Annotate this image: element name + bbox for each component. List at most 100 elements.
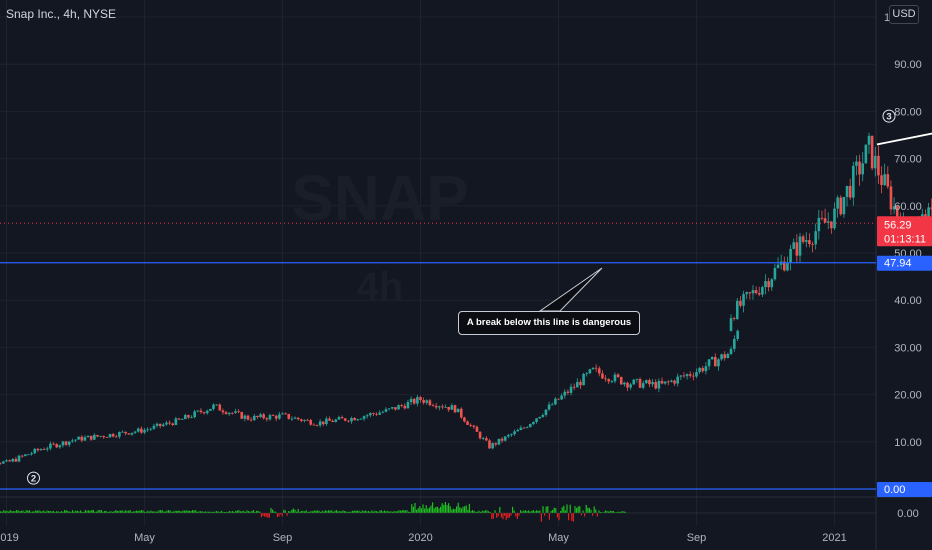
candle-body: [384, 409, 388, 412]
histogram-bar: [153, 511, 155, 513]
candle-body: [381, 411, 385, 413]
currency-button[interactable]: USD: [889, 5, 919, 24]
histogram-bar: [249, 511, 251, 513]
candle-body: [86, 435, 90, 438]
candle-body: [155, 423, 159, 426]
candle-body: [641, 383, 645, 388]
histogram-bar: [105, 510, 107, 513]
candle-body: [422, 400, 425, 403]
candle-body: [500, 438, 504, 441]
histogram-bar: [182, 510, 184, 513]
histogram-bar: [104, 511, 106, 513]
histogram-bar: [129, 510, 131, 513]
histogram-bar: [81, 511, 83, 513]
histogram-bar: [313, 510, 315, 513]
histogram-bar: [436, 506, 438, 513]
histogram-bar: [204, 511, 206, 513]
histogram-bar: [539, 510, 541, 513]
candle-body: [231, 412, 234, 414]
histogram-bar: [113, 511, 115, 513]
candle-body: [626, 382, 629, 388]
histogram-bar: [544, 513, 546, 516]
candle-body: [456, 408, 460, 413]
histogram-bar: [520, 510, 522, 513]
candle-body: [707, 359, 711, 367]
candle-body: [817, 217, 821, 232]
histogram-bar: [4, 511, 6, 513]
histogram-bar: [188, 510, 190, 513]
histogram-bar: [17, 510, 19, 513]
histogram-bar: [131, 511, 133, 513]
candle-body: [284, 413, 287, 415]
candle-body: [717, 359, 720, 367]
histogram-bar: [254, 511, 256, 513]
candle-body: [692, 375, 695, 377]
histogram-bar: [6, 510, 8, 513]
candle-body: [227, 412, 231, 415]
histogram-bar: [342, 510, 344, 513]
candle-body: [873, 155, 877, 169]
candle-body: [864, 144, 868, 164]
candle-body: [522, 427, 526, 429]
histogram-bar: [531, 510, 533, 513]
candle-body: [880, 175, 883, 186]
wave-label: 3: [886, 112, 891, 123]
histogram-bar: [273, 511, 275, 513]
histogram-bar: [488, 511, 490, 513]
histogram-bar: [172, 511, 174, 513]
histogram-bar: [139, 510, 141, 513]
candle-body: [736, 330, 739, 339]
histogram-bar: [593, 506, 595, 513]
candle-body: [613, 374, 617, 382]
histogram-bar: [380, 510, 382, 513]
candle-body: [350, 417, 353, 422]
histogram-bar: [372, 511, 374, 513]
candle-body: [795, 242, 799, 256]
histogram-bar: [224, 511, 226, 513]
candle-body: [20, 455, 24, 457]
candle-body: [17, 455, 21, 462]
candle-body: [11, 458, 15, 462]
histogram-bar: [510, 513, 512, 516]
histogram-bar: [443, 504, 445, 513]
histogram-bar: [33, 511, 35, 513]
candle-body: [8, 460, 11, 462]
histogram-bar: [168, 510, 170, 513]
histogram-bar: [316, 510, 318, 513]
histogram-bar: [25, 510, 27, 513]
histogram-bar: [156, 511, 158, 513]
histogram-bar: [345, 511, 347, 513]
histogram-bar: [449, 506, 451, 513]
histogram-bar: [299, 511, 301, 513]
histogram-bar: [363, 511, 365, 513]
candle-body: [199, 410, 203, 413]
histogram-bar: [403, 510, 405, 513]
histogram-bar: [601, 512, 603, 513]
histogram-bar: [203, 511, 205, 513]
histogram-bar: [118, 510, 120, 513]
candle-body: [438, 406, 441, 408]
candle-body: [761, 287, 764, 295]
candle-body: [390, 407, 394, 409]
histogram-bar: [496, 513, 498, 518]
candle-body: [30, 453, 33, 455]
histogram-bar: [12, 511, 14, 513]
histogram-bar: [406, 510, 408, 513]
histogram-bar: [161, 510, 163, 513]
histogram-bar: [457, 502, 459, 513]
candle-body: [419, 397, 422, 401]
histogram-bar: [236, 510, 238, 513]
candle-body: [855, 161, 858, 166]
histogram-bar: [377, 511, 379, 513]
histogram-bar: [334, 510, 336, 513]
candle-body: [353, 417, 356, 421]
candle-body: [243, 415, 247, 419]
candle-body: [535, 418, 538, 422]
histogram-bar: [396, 511, 398, 513]
candle-body: [786, 262, 789, 271]
candle-body: [27, 454, 30, 456]
histogram-bar: [68, 511, 70, 513]
